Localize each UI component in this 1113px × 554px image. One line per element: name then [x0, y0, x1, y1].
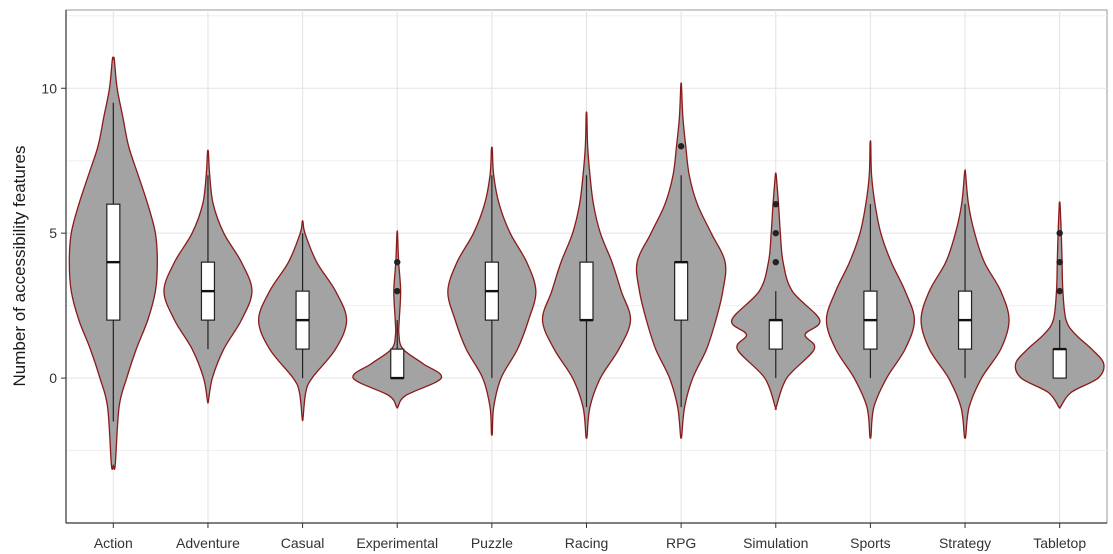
y-axis-title: Number of accessibility features: [10, 146, 29, 387]
outlier-point: [394, 287, 401, 295]
outlier-point: [394, 258, 401, 266]
x-tick-label: Tabletop: [1033, 535, 1086, 551]
y-tick-label: 5: [49, 225, 57, 241]
box-iqr: [1052, 348, 1067, 379]
box-iqr: [579, 261, 594, 321]
x-tick-label: Strategy: [939, 535, 991, 551]
box-iqr: [390, 348, 405, 379]
x-tick-label: Simulation: [743, 535, 808, 551]
boxplots: [106, 102, 1067, 422]
outlier-point: [677, 143, 685, 150]
x-tick-label: Adventure: [176, 535, 240, 551]
x-tick-label: RPG: [666, 535, 696, 551]
x-tick-label: Puzzle: [471, 535, 513, 551]
axis-ticks: 0 5 10 Action Adventure Casual Experimental Puz…: [41, 80, 1086, 551]
violin-simulation: [731, 172, 821, 410]
violin-experimental: [352, 230, 443, 409]
outlier-point: [1056, 287, 1063, 295]
y-tick-label: 10: [41, 80, 57, 96]
box-iqr: [768, 319, 783, 350]
y-tick-label: 0: [49, 370, 57, 386]
outlier-point: [772, 200, 779, 208]
x-tick-label: Casual: [281, 535, 325, 551]
x-tick-label: Experimental: [356, 535, 438, 551]
violin-tabletop: [1014, 201, 1105, 409]
outlier-point: [772, 229, 779, 237]
outlier-point: [772, 258, 779, 266]
box-iqr: [674, 261, 689, 321]
outlier-point: [1056, 258, 1063, 266]
x-tick-label: Sports: [850, 535, 890, 551]
outlier-point: [1056, 229, 1063, 237]
x-tick-label: Racing: [565, 535, 609, 551]
x-tick-label: Action: [94, 535, 133, 551]
